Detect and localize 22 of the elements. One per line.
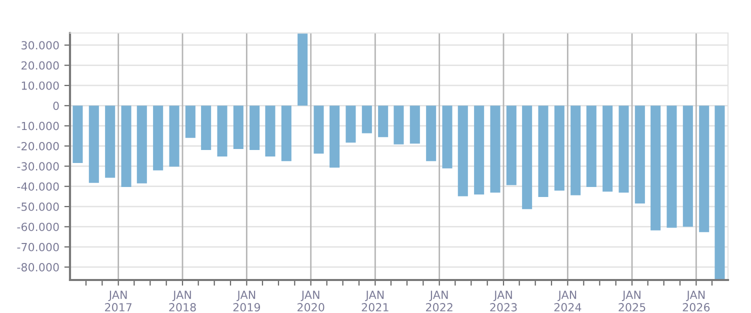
y-tick-label: 10.000 — [22, 81, 59, 90]
y-tick-label: -40.000 — [17, 182, 59, 191]
y-tick-label: -70.000 — [17, 242, 59, 252]
x-tick-label: JAN 2024 — [554, 290, 582, 312]
x-tick-label: JAN 2019 — [233, 290, 260, 312]
y-tick-label: -10.000 — [17, 122, 59, 130]
y-tick-label: -20.000 — [17, 142, 59, 150]
x-tick-label: JAN 2022 — [426, 290, 452, 312]
y-tick-label: -50.000 — [17, 202, 59, 211]
y-tick-label: 20.000 — [22, 61, 59, 70]
x-tick-label: JAN 2023 — [490, 290, 517, 312]
x-tick-label: JAN 2026 — [682, 290, 710, 312]
x-tick-label: JAN 2017 — [105, 290, 132, 312]
y-tick-label: 30.000 — [22, 41, 59, 50]
y-tick-label: -30.000 — [17, 162, 59, 171]
y-tick-label: -80.000 — [17, 263, 59, 272]
x-tick-label: JAN 2020 — [298, 290, 324, 312]
x-tick-label: JAN 2018 — [169, 290, 196, 312]
x-tick-label: JAN 2025 — [618, 290, 646, 312]
y-tick-label: -60.000 — [17, 222, 59, 232]
x-tick-label: JAN 2021 — [362, 290, 388, 312]
y-tick-label: 0 — [53, 102, 59, 110]
